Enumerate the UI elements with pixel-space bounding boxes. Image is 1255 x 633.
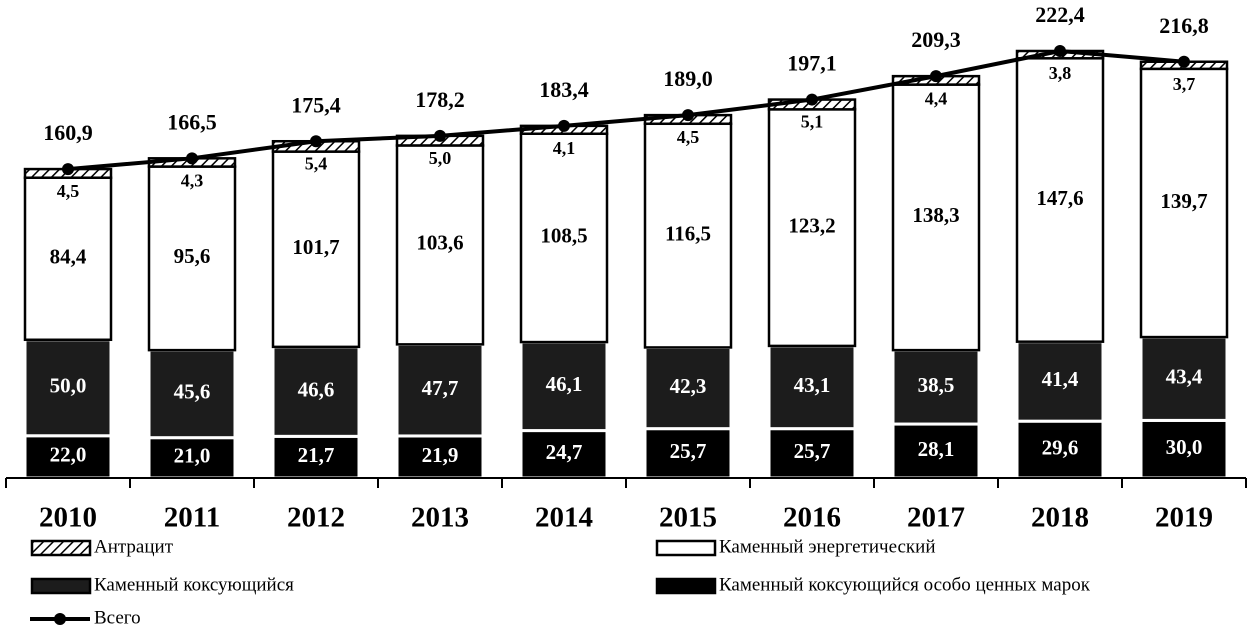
value-label: 46,1 [546,372,583,396]
legend-label: Антрацит [94,536,174,557]
value-label: 41,4 [1042,367,1079,391]
value-label: 139,7 [1160,189,1207,213]
value-label: 4,3 [181,170,204,190]
value-label: 4,1 [553,138,576,158]
bar-segment [271,345,361,438]
x-tick-label: 2014 [535,502,593,534]
legend-label: Каменный энергетический [719,536,936,557]
legend-swatch [655,577,717,595]
value-label: 50,0 [50,374,87,398]
x-tick-label: 2019 [1155,502,1213,534]
value-label: 28,1 [918,437,955,461]
bar-segment [519,429,609,480]
bar-segment [1015,340,1105,423]
value-label: 29,6 [1042,435,1079,459]
value-label: 123,2 [788,213,835,237]
legend-label: Каменный коксующийся особо ценных марок [719,574,1091,595]
total-label: 216,8 [1159,13,1209,38]
value-label: 5,0 [429,148,452,168]
legend-swatch [30,577,92,595]
total-point [558,119,570,132]
total-label: 175,4 [291,92,341,117]
value-label: 84,4 [50,245,87,269]
bar-segment [643,122,733,349]
bar-segment [271,150,361,349]
bar-segment [1139,335,1229,422]
legend-label: Всего [94,607,141,628]
total-line [67,48,1185,172]
bar-segment [891,83,981,352]
value-label: 21,7 [298,443,335,467]
total-label: 160,9 [43,120,93,145]
value-label: 25,7 [794,439,831,463]
legend-swatch [54,613,66,625]
total-point [1178,55,1190,68]
bar-segment [147,436,237,480]
value-label: 5,4 [305,153,328,173]
value-label: 116,5 [665,221,711,245]
bar-segment [1015,57,1105,343]
total-label: 197,1 [787,51,837,76]
x-tick-label: 2013 [411,502,469,534]
value-label: 47,7 [422,376,459,400]
value-label: 4,4 [925,88,948,108]
legend-swatch [655,539,717,557]
total-point [186,152,198,165]
value-label: 25,7 [670,439,707,463]
total-point [1054,44,1066,57]
total-label: 183,4 [539,77,589,102]
bar-segment [395,144,485,346]
value-label: 21,0 [174,444,211,468]
value-label: 42,3 [670,374,707,398]
value-label: 3,8 [1049,63,1072,83]
total-label: 178,2 [415,87,465,112]
value-label: 4,5 [57,181,80,201]
value-label: 45,6 [174,380,211,404]
bar-segment [147,165,237,352]
value-label: 5,1 [801,112,824,132]
total-label: 189,0 [663,66,713,91]
value-label: 103,6 [416,231,463,255]
x-tick-label: 2011 [164,502,220,534]
bar-segment [519,340,609,433]
total-label: 166,5 [167,109,217,134]
total-point [310,135,322,148]
value-label: 138,3 [912,203,959,227]
x-tick-label: 2016 [783,502,841,534]
bar-segment [1139,67,1229,339]
value-label: 101,7 [292,235,339,259]
bar-segment [23,338,113,438]
total-label: 209,3 [911,27,961,52]
legend-label: Каменный коксующийся [94,574,294,595]
x-tick-label: 2017 [907,502,965,534]
x-tick-label: 2015 [659,502,717,534]
value-label: 30,0 [1166,435,1203,459]
value-label: 3,7 [1173,74,1196,94]
value-label: 4,5 [677,127,700,147]
value-label: 38,5 [918,373,955,397]
value-label: 24,7 [546,440,583,464]
value-label: 22,0 [50,443,87,467]
value-label: 46,6 [298,377,335,401]
x-tick-label: 2018 [1031,502,1089,534]
total-point [682,109,694,122]
total-point [930,70,942,83]
value-label: 21,9 [422,443,459,467]
bar-segment [643,345,733,431]
total-label: 222,4 [1035,2,1085,27]
value-label: 95,6 [174,244,211,268]
bar-segment [1139,418,1229,480]
x-tick-label: 2010 [39,502,97,534]
value-label: 147,6 [1036,186,1083,210]
value-label: 43,4 [1166,365,1203,389]
legend-swatch [30,539,92,557]
bar-segment [395,434,485,480]
total-point [62,163,74,176]
value-label: 43,1 [794,373,831,397]
x-tick-label: 2012 [287,502,345,534]
value-label: 108,5 [540,224,587,248]
total-point [434,129,446,142]
total-point [806,93,818,106]
